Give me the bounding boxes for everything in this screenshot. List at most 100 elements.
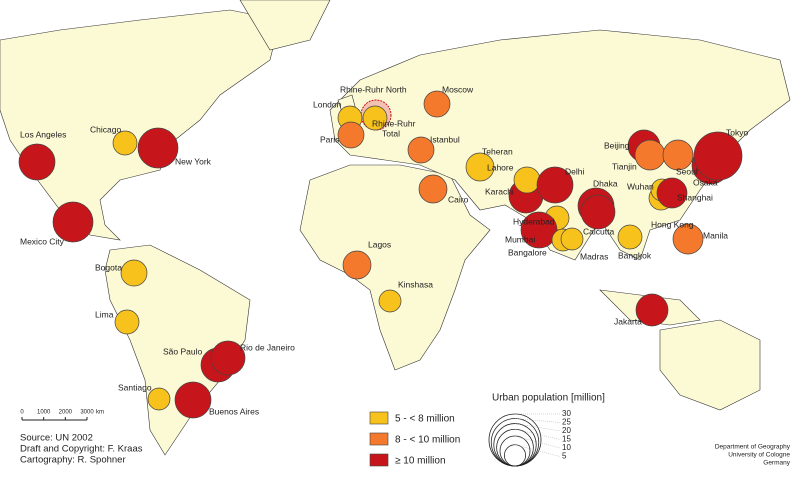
city-label: Bogota (95, 262, 122, 272)
city-label: Bangkok (618, 250, 652, 260)
city-label: Hyderabad (513, 216, 555, 226)
legend-label: 8 - < 10 million (395, 435, 460, 446)
city-label: London (313, 99, 342, 109)
city-label: Buenos Aires (209, 406, 259, 416)
city-circle (662, 139, 694, 171)
city-label: Madras (580, 251, 608, 261)
legend-label: 5 - < 8 million (395, 414, 455, 425)
city-label: Beijing (604, 140, 630, 150)
city-circle (536, 166, 574, 204)
city-label: Rhine-Ruhr North (340, 84, 407, 94)
legend-swatch (369, 411, 389, 425)
city-circle (560, 227, 584, 251)
department-line: Germany (763, 460, 790, 467)
city-circle (407, 136, 435, 164)
source-line: Draft and Copyright: F. Kraas (20, 444, 143, 455)
city-label: Mumbai (505, 234, 535, 244)
city-circle (114, 309, 140, 335)
city-label: Osaka (693, 177, 718, 187)
city-label: Dhaka (593, 178, 618, 188)
city-label: Lima (95, 309, 114, 319)
city-label: Santiago (118, 382, 152, 392)
city-circle (147, 387, 171, 411)
city-label: Istanbul (430, 134, 460, 144)
city-circle (362, 105, 388, 131)
city-circle (656, 177, 688, 209)
city-circle (634, 139, 666, 171)
source-line: Cartography: R. Spohner (20, 455, 126, 466)
city-circle (337, 121, 365, 149)
scale-label: 1000 (37, 410, 51, 416)
legend-swatch (369, 432, 389, 446)
city-circle (465, 152, 495, 182)
city-circle (18, 143, 56, 181)
size-legend-tick: 20 (562, 426, 571, 435)
size-legend-tick: 25 (562, 418, 571, 427)
size-legend-leader (514, 429, 561, 440)
city-label: Cairo (448, 194, 469, 204)
city-label: Jakarta (614, 316, 642, 326)
city-circle (513, 166, 541, 194)
city-label: Hong Kong (651, 219, 694, 229)
city-label: Total (382, 128, 400, 138)
city-circle (137, 127, 179, 169)
city-circle (378, 289, 402, 313)
city-label: Kinshasa (398, 279, 433, 289)
size-legend-tick: 5 (562, 452, 567, 461)
legend: 5 - < 8 million 8 - < 10 million ≥ 10 mill… (20, 393, 791, 467)
cities: Los Angeles Chicago New York Mexico City Bog… (18, 84, 748, 419)
city-label: Lagos (368, 239, 391, 249)
city-circle (210, 340, 246, 376)
city-label: Chicago (90, 124, 121, 134)
scale-label: 2000 (59, 410, 73, 416)
city-label: Karachi (485, 186, 514, 196)
city-label: New York (175, 156, 212, 166)
city-circle (580, 194, 616, 230)
city-circle (52, 201, 94, 243)
city-circle (418, 174, 448, 204)
city-label: Delhi (565, 166, 584, 176)
city-label: Los Angeles (20, 129, 66, 139)
city-label: Shanghai (677, 192, 713, 202)
scale-label: 3000 (80, 410, 94, 416)
city-label: Manila (703, 230, 728, 240)
size-legend-tick: 10 (562, 443, 571, 452)
size-legend-tick: 30 (562, 409, 571, 418)
size-legend-leader (514, 444, 561, 457)
city-circle (423, 90, 451, 118)
city-label: Tianjin (612, 161, 637, 171)
city-label: Rhine-Ruhr (372, 118, 416, 128)
size-legend-tick: 15 (562, 435, 571, 444)
city-label: Moscow (442, 84, 474, 94)
city-label: Seoul (676, 166, 698, 176)
city-circle (672, 223, 704, 255)
city-circle (635, 293, 669, 327)
city-label: Wuhan (627, 181, 654, 191)
city-circle (120, 259, 148, 287)
city-label: Paris (320, 134, 339, 144)
scale-unit: km (96, 410, 104, 416)
city-circle (617, 224, 643, 250)
city-label: São Paulo (163, 346, 202, 356)
size-legend-leader (514, 418, 561, 423)
size-legend-title: Urban population [million] (492, 393, 605, 404)
size-legend-leader (514, 435, 561, 449)
department-line: University of Cologne (728, 452, 790, 459)
city-circle (342, 250, 372, 280)
city-label: Teheran (482, 146, 513, 156)
city-circle (693, 131, 743, 181)
city-circle (174, 381, 212, 419)
legend-swatch (369, 453, 389, 467)
city-label: Rio de Janeiro (240, 342, 295, 352)
scale-label: 0 (20, 410, 24, 416)
city-label: Tokyo (726, 127, 748, 137)
city-circle (112, 130, 138, 156)
department-line: Department of Geography (715, 444, 791, 451)
city-label: Mexico City (20, 236, 65, 246)
legend-label: ≥ 10 million (395, 456, 446, 467)
size-legend-leader (514, 423, 561, 432)
source-line: Source: UN 2002 (20, 433, 93, 444)
city-circle (520, 211, 558, 249)
city-label: Calcutta (583, 226, 614, 236)
